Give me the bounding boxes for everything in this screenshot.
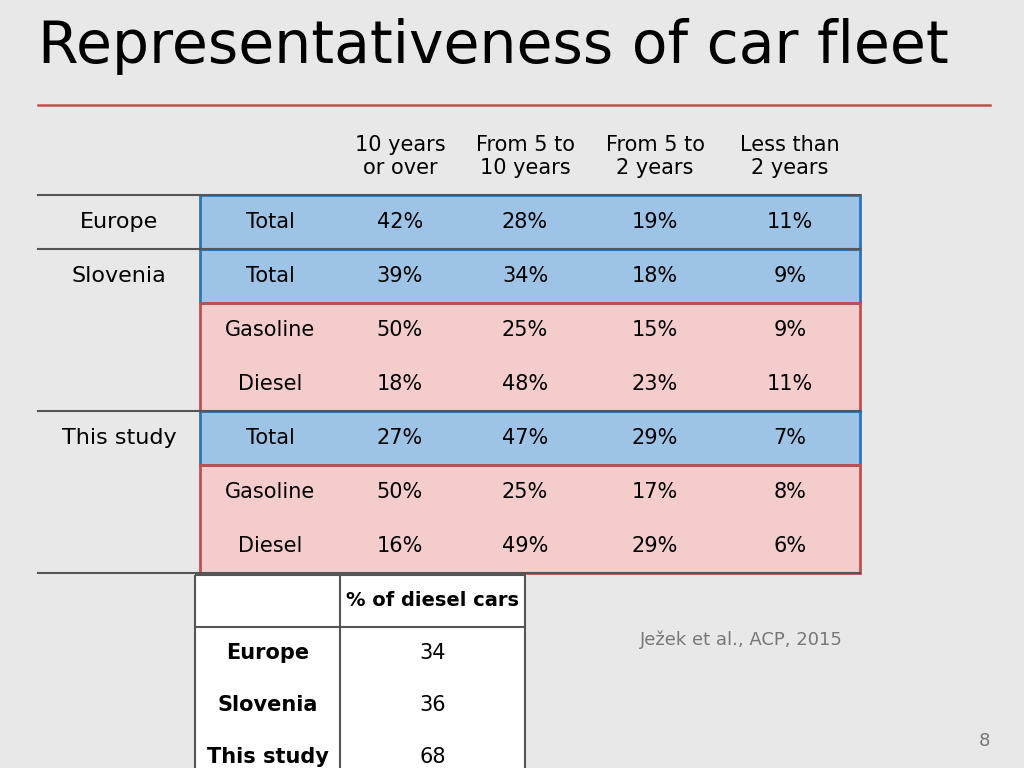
Bar [200,465,860,573]
Text: Ježek et al., ACP, 2015: Ježek et al., ACP, 2015 [640,631,843,649]
Text: 9%: 9% [773,266,807,286]
Bar [195,575,525,768]
Bar [200,195,860,249]
Text: 29%: 29% [632,428,678,448]
Text: 27%: 27% [377,428,423,448]
Text: Europe: Europe [80,212,158,232]
Text: From 5 to: From 5 to [475,135,574,155]
Bar [200,411,860,465]
Text: Gasoline: Gasoline [225,320,315,340]
Text: This study: This study [207,747,329,767]
Text: 50%: 50% [377,320,423,340]
Text: Slovenia: Slovenia [72,266,166,286]
Text: 19%: 19% [632,212,678,232]
Text: Diesel: Diesel [238,536,302,556]
Text: 18%: 18% [377,374,423,394]
Text: Europe: Europe [226,643,309,663]
Text: Slovenia: Slovenia [217,695,317,715]
Text: 11%: 11% [767,212,813,232]
Text: 34: 34 [419,643,445,663]
Text: Diesel: Diesel [238,374,302,394]
Text: 47%: 47% [502,428,548,448]
Text: 68: 68 [419,747,445,767]
Text: or over: or over [362,158,437,178]
Text: 49%: 49% [502,536,548,556]
Text: 8%: 8% [773,482,807,502]
Text: 42%: 42% [377,212,423,232]
Bar [200,303,860,411]
Text: 6%: 6% [773,536,807,556]
Text: 10 years: 10 years [354,135,445,155]
Bar [200,249,860,303]
Bar [195,575,525,768]
Text: 25%: 25% [502,320,548,340]
Text: 2 years: 2 years [616,158,693,178]
Text: Less than: Less than [740,135,840,155]
Text: 15%: 15% [632,320,678,340]
Text: 34%: 34% [502,266,548,286]
Text: 11%: 11% [767,374,813,394]
Bar [200,195,860,249]
Text: 10 years: 10 years [479,158,570,178]
Text: Total: Total [246,212,295,232]
Text: 29%: 29% [632,536,678,556]
Text: 28%: 28% [502,212,548,232]
Bar [200,303,860,357]
Bar [200,249,860,303]
Text: 23%: 23% [632,374,678,394]
Bar [200,519,860,573]
Text: 2 years: 2 years [752,158,828,178]
Text: 7%: 7% [773,428,807,448]
Text: 16%: 16% [377,536,423,556]
Text: From 5 to: From 5 to [605,135,705,155]
Bar [200,465,860,519]
Text: 9%: 9% [773,320,807,340]
Text: Gasoline: Gasoline [225,482,315,502]
Text: This study: This study [61,428,176,448]
Text: 18%: 18% [632,266,678,286]
Text: Representativeness of car fleet: Representativeness of car fleet [38,18,949,75]
Text: % of diesel cars: % of diesel cars [346,591,519,611]
Text: 50%: 50% [377,482,423,502]
Text: 48%: 48% [502,374,548,394]
Text: Total: Total [246,428,295,448]
Text: 25%: 25% [502,482,548,502]
Text: Total: Total [246,266,295,286]
Text: 39%: 39% [377,266,423,286]
Text: 17%: 17% [632,482,678,502]
Bar [200,357,860,411]
Bar [200,411,860,465]
Text: 36: 36 [419,695,445,715]
Text: 8: 8 [979,732,990,750]
